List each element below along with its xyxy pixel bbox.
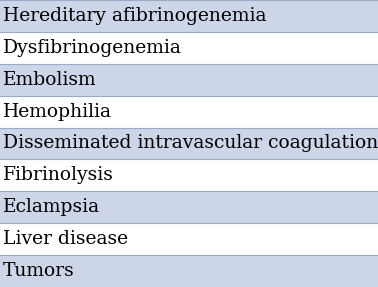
Text: Disseminated intravascular coagulation: Disseminated intravascular coagulation bbox=[3, 135, 378, 152]
Text: Dysfibrinogenemia: Dysfibrinogenemia bbox=[3, 39, 182, 57]
Bar bbox=[0, 255, 378, 287]
Bar bbox=[0, 32, 378, 64]
Text: Tumors: Tumors bbox=[3, 262, 75, 280]
Text: Hemophilia: Hemophilia bbox=[3, 103, 112, 121]
Bar bbox=[0, 223, 378, 255]
Text: Hereditary afibrinogenemia: Hereditary afibrinogenemia bbox=[3, 7, 266, 25]
Text: Eclampsia: Eclampsia bbox=[3, 198, 100, 216]
Bar bbox=[0, 0, 378, 32]
Bar bbox=[0, 160, 378, 191]
Text: Liver disease: Liver disease bbox=[3, 230, 128, 248]
Bar bbox=[0, 64, 378, 96]
Bar bbox=[0, 96, 378, 127]
Bar bbox=[0, 191, 378, 223]
Text: Embolism: Embolism bbox=[3, 71, 97, 89]
Text: Fibrinolysis: Fibrinolysis bbox=[3, 166, 114, 184]
Bar bbox=[0, 127, 378, 160]
